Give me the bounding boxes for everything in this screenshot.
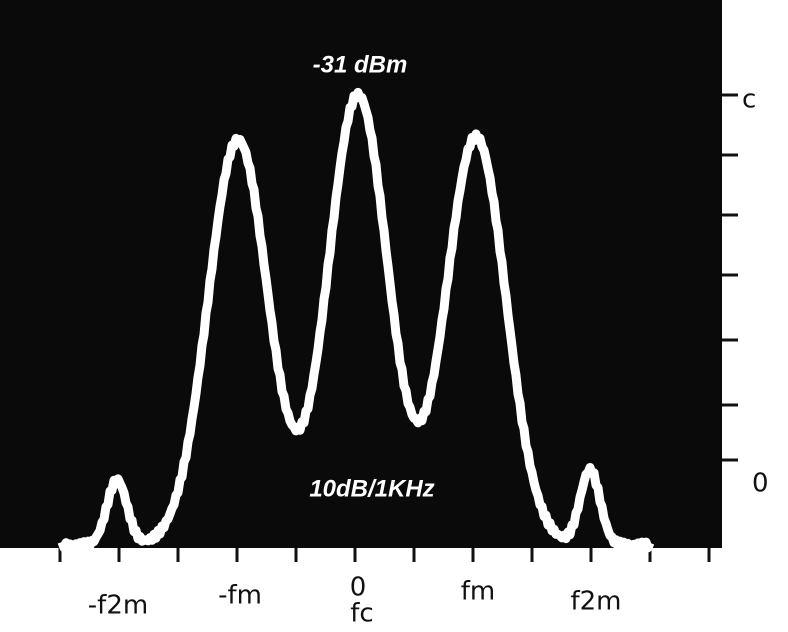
side-mark: 0 bbox=[752, 469, 769, 499]
marker-label: -31 dBm bbox=[313, 51, 408, 78]
analyzer-screen bbox=[0, 0, 722, 548]
axis-label: fm bbox=[461, 577, 495, 607]
axis-label: f2m bbox=[570, 587, 621, 617]
axis-label: -fm bbox=[218, 581, 262, 611]
axis-label: 0 bbox=[350, 573, 367, 603]
axis-label: -f2m bbox=[88, 591, 148, 621]
scale-label: 10dB/1KHz bbox=[309, 475, 434, 502]
carrier-label: fc bbox=[350, 599, 373, 629]
spectrum-trace bbox=[57, 87, 655, 553]
side-mark: c bbox=[742, 85, 756, 115]
